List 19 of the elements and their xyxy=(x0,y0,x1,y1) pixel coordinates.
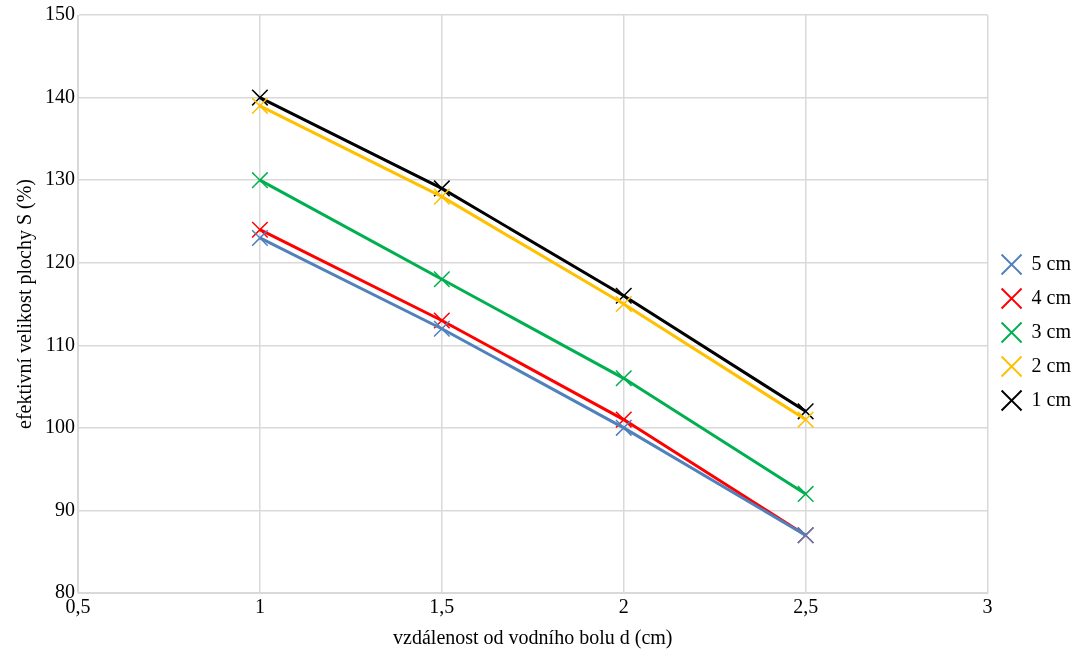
y-axis-title: efektivní velikost plochy S (%) xyxy=(13,179,37,429)
x-tick-label: 2,5 xyxy=(793,595,819,618)
legend-label: 2 cm xyxy=(1031,353,1072,376)
x-tick-label: 1 xyxy=(254,595,265,618)
y-tick-label: 90 xyxy=(55,497,75,520)
y-tick-label: 150 xyxy=(45,2,75,25)
x-axis-title: vzdálenost od vodního bolu d (cm) xyxy=(393,626,673,650)
legend-label: 4 cm xyxy=(1031,285,1072,308)
legend-label: 5 cm xyxy=(1031,251,1072,274)
y-tick-label: 120 xyxy=(45,249,75,272)
x-tick-label: 2 xyxy=(618,595,629,618)
legend-label: 3 cm xyxy=(1031,319,1072,342)
legend-label: 1 cm xyxy=(1031,387,1072,410)
y-tick-label: 100 xyxy=(45,415,75,438)
y-tick-label: 130 xyxy=(45,167,75,190)
x-tick-label: 3 xyxy=(982,595,993,618)
y-tick-label: 110 xyxy=(45,332,75,355)
x-tick-label: 1,5 xyxy=(429,595,455,618)
y-tick-label: 140 xyxy=(45,84,75,107)
